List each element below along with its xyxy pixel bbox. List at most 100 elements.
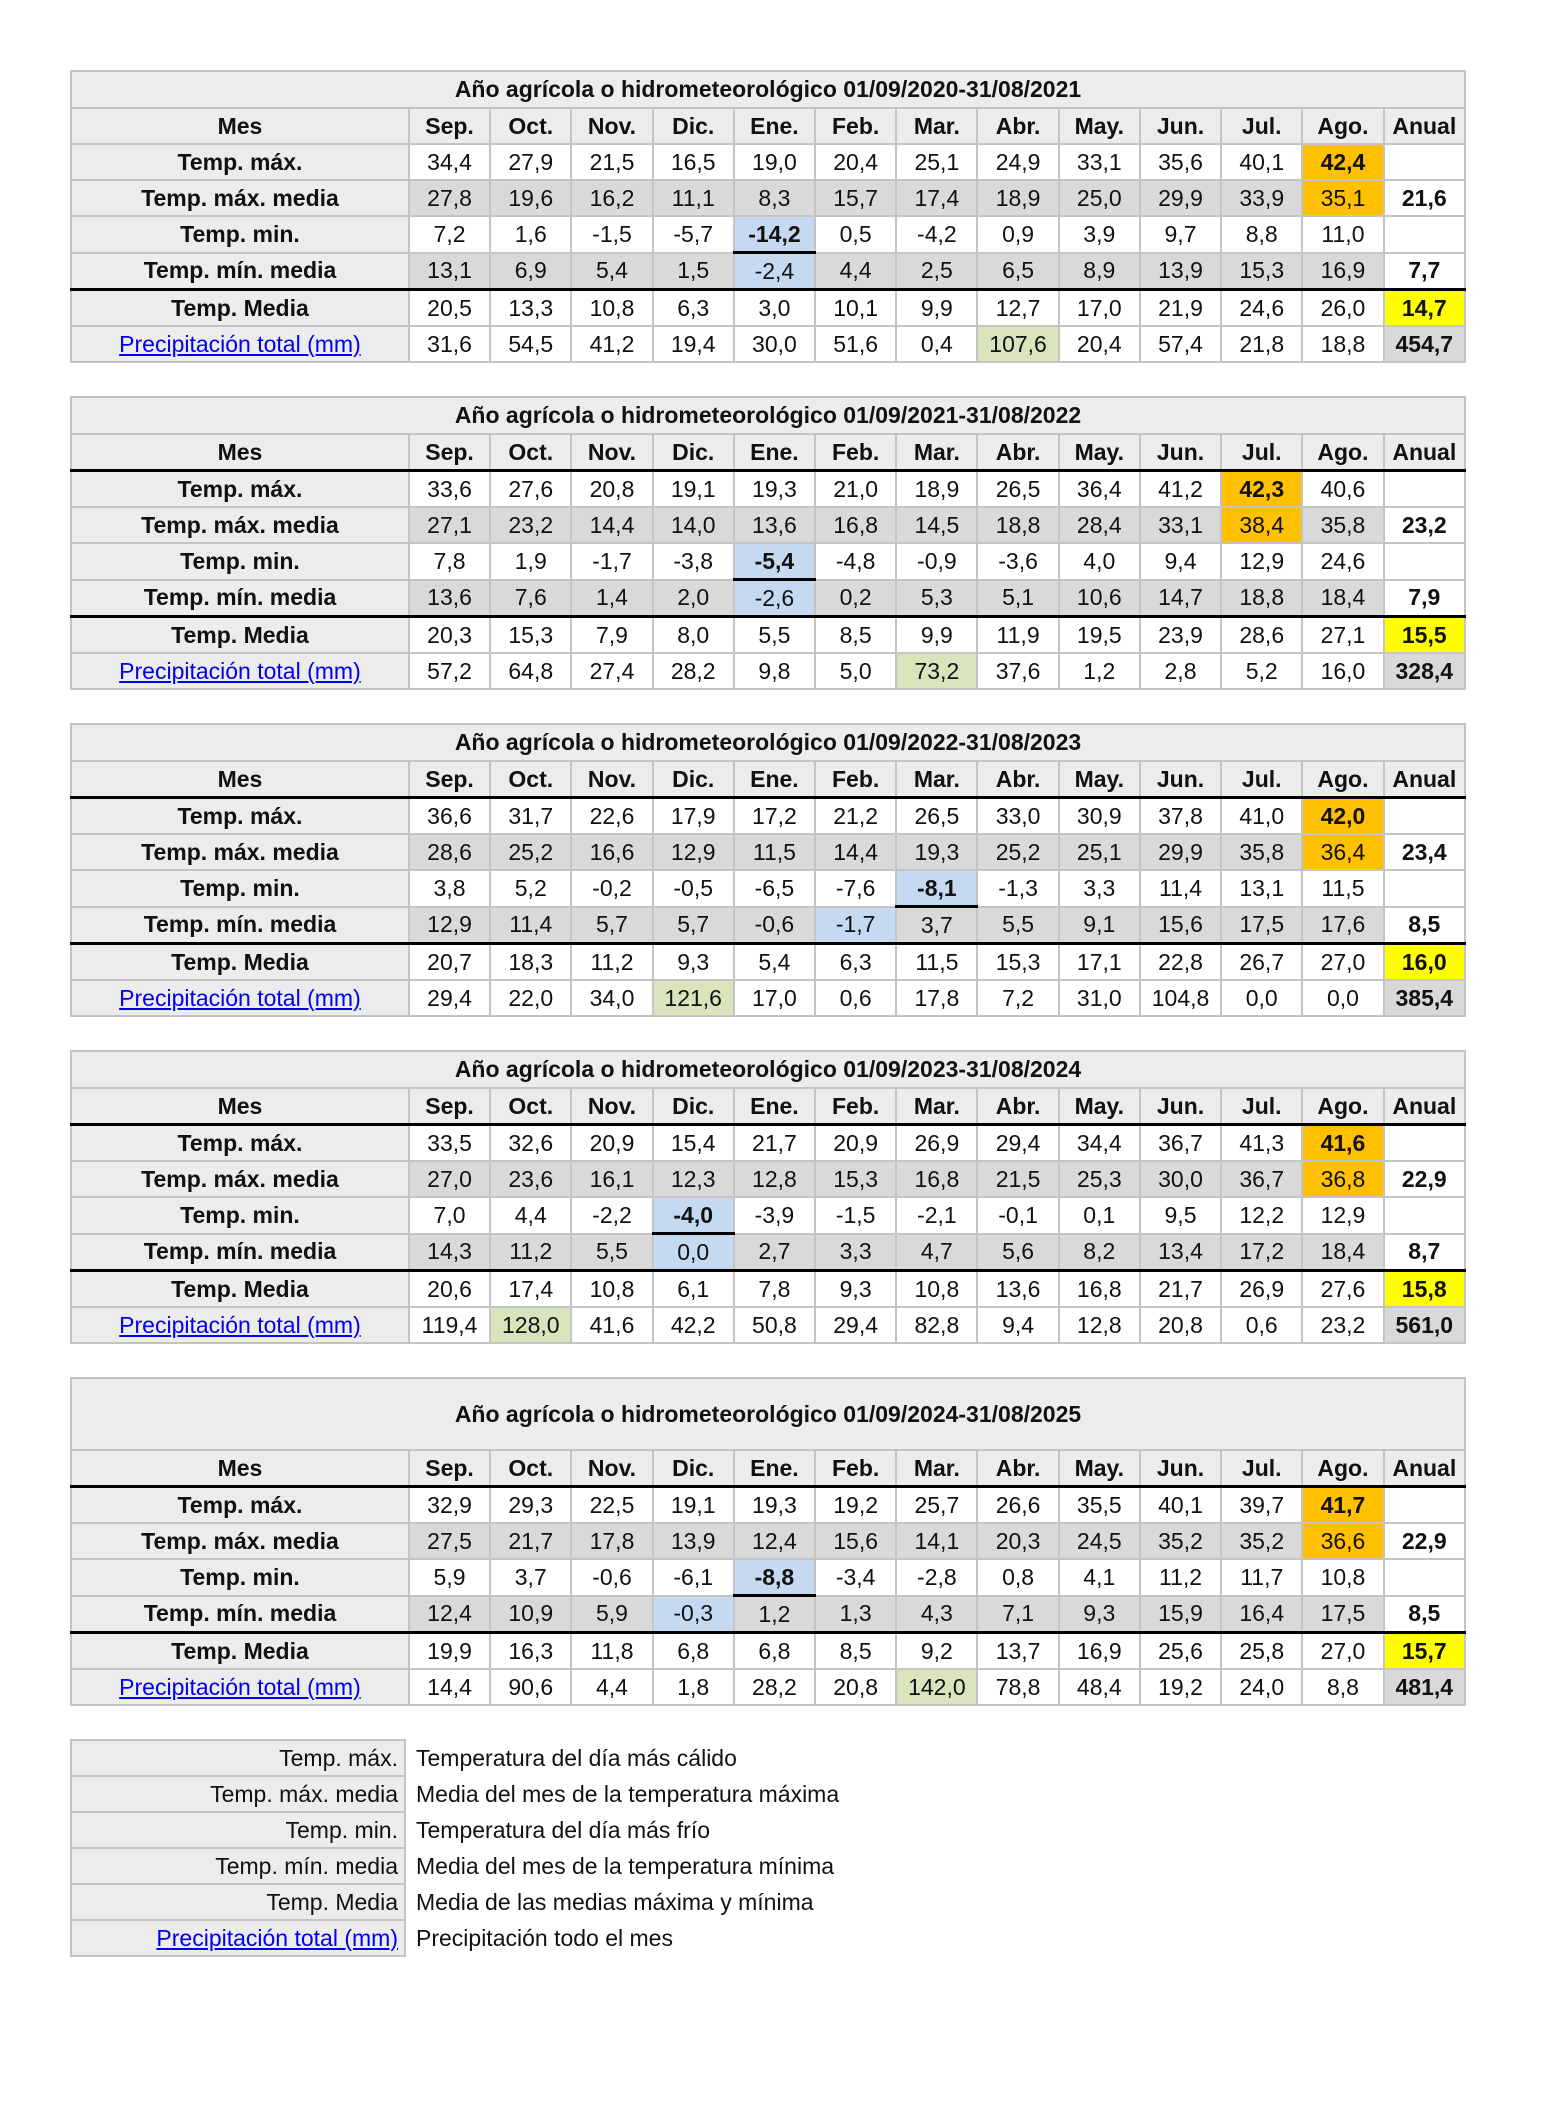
- value-cell: 0,6: [1220, 1306, 1304, 1344]
- value-cell: 25,1: [895, 143, 979, 181]
- row-temp-min: Temp. min. 3,8 5,2 -0,2 -0,5 -6,5 -7,6 -8,1 -1,3…: [70, 869, 1467, 908]
- value-cell: 41,0: [1220, 796, 1304, 835]
- row-label: Precipitación total (mm): [70, 979, 410, 1017]
- value-cell: 3,7: [489, 1558, 573, 1597]
- row-label: Temp. min.: [70, 1196, 410, 1235]
- annual-cell: 454,7: [1382, 325, 1467, 363]
- value-cell: -8,1: [895, 869, 979, 908]
- value-cell: 41,3: [1220, 1123, 1304, 1162]
- value-cell: 40,1: [1220, 143, 1304, 181]
- month-header: Jun.: [1138, 107, 1223, 145]
- annual-header: Anual: [1382, 1449, 1467, 1488]
- value-cell: 24,5: [1057, 1522, 1141, 1560]
- value-cell: 15,4: [651, 1123, 735, 1162]
- precipitation-link[interactable]: Precipitación total (mm): [119, 330, 361, 357]
- legend-description: Media de las medias máxima y mínima: [416, 1888, 814, 1915]
- value-cell: 28,2: [651, 652, 735, 690]
- row-label: Temp. mín. media: [70, 578, 410, 618]
- value-cell: 1,9: [489, 542, 573, 581]
- annual-cell: 8,5: [1382, 905, 1467, 945]
- value-cell: 16,0: [1301, 652, 1385, 690]
- row-precipitacion-total: Precipitación total (mm) 57,2 64,8 27,4 28,2…: [70, 652, 1467, 690]
- climate-tables-page: Año agrícola o hidrometeorológico 01/09/…: [70, 70, 1467, 1957]
- value-cell: 51,6: [814, 325, 898, 363]
- value-cell: 26,5: [895, 796, 979, 835]
- value-cell: 2,5: [895, 251, 979, 291]
- value-cell: 13,4: [1138, 1232, 1223, 1272]
- value-cell: 42,3: [1220, 469, 1304, 508]
- value-cell: 9,4: [976, 1306, 1060, 1344]
- value-cell: -1,5: [814, 1196, 898, 1235]
- precipitation-link[interactable]: Precipitación total (mm): [119, 1673, 361, 1700]
- month-header: Abr.: [976, 433, 1060, 472]
- month-header: Sep.: [407, 1449, 492, 1488]
- value-cell: 34,0: [570, 979, 654, 1017]
- value-cell: 11,4: [1138, 869, 1223, 908]
- row-temp-max-media: Temp. máx. media 27,5 21,7 17,8 13,9 12,4 15,6…: [70, 1522, 1467, 1560]
- value-cell: 25,8: [1220, 1631, 1304, 1670]
- value-cell: 10,1: [814, 288, 898, 327]
- legend-row: Temp. Media Media de las medias máxima y …: [70, 1883, 846, 1921]
- precipitation-link[interactable]: Precipitación total (mm): [119, 1311, 361, 1338]
- value-cell: 26,0: [1301, 288, 1385, 327]
- title-row: Año agrícola o hidrometeorológico 01/09/…: [70, 1377, 1466, 1451]
- value-cell: 26,5: [976, 469, 1060, 508]
- value-cell: 9,3: [651, 942, 735, 981]
- value-cell: 25,2: [489, 833, 573, 871]
- value-cell: 27,0: [407, 1160, 492, 1198]
- value-cell: 20,4: [814, 143, 898, 181]
- month-header: Dic.: [651, 433, 735, 472]
- value-cell: 64,8: [489, 652, 573, 690]
- value-cell: 15,3: [489, 615, 573, 654]
- value-cell: 5,6: [976, 1232, 1060, 1272]
- month-header: Jul.: [1220, 1087, 1304, 1126]
- header-row: Mes Sep. Oct. Nov. Dic. Ene. Feb. Mar. Abr. May. J…: [70, 1087, 1467, 1126]
- value-cell: 9,4: [1138, 542, 1223, 581]
- value-cell: 50,8: [732, 1306, 817, 1344]
- value-cell: 8,8: [1220, 215, 1304, 254]
- row-label: Temp. máx. media: [70, 833, 410, 871]
- value-cell: 25,6: [1138, 1631, 1223, 1670]
- value-cell: 1,8: [651, 1668, 735, 1706]
- value-cell: 16,6: [570, 833, 654, 871]
- row-label: Precipitación total (mm): [70, 325, 410, 363]
- annual-cell: [1382, 143, 1467, 181]
- month-header: Ene.: [732, 433, 817, 472]
- value-cell: 25,2: [976, 833, 1060, 871]
- row-label: Temp. Media: [70, 942, 410, 981]
- value-cell: 4,3: [895, 1594, 979, 1634]
- value-cell: 29,4: [814, 1306, 898, 1344]
- value-cell: 27,9: [489, 143, 573, 181]
- value-cell: 26,9: [1220, 1269, 1304, 1308]
- precipitation-link[interactable]: Precipitación total (mm): [119, 657, 361, 684]
- value-cell: 9,2: [895, 1631, 979, 1670]
- value-cell: 0,0: [1220, 979, 1304, 1017]
- value-cell: -0,1: [976, 1196, 1060, 1235]
- value-cell: 13,9: [651, 1522, 735, 1560]
- annual-cell: 8,7: [1382, 1232, 1467, 1272]
- row-precipitacion-total: Precipitación total (mm) 14,4 90,6 4,4 1,8 28…: [70, 1668, 1467, 1706]
- annual-cell: 328,4: [1382, 652, 1467, 690]
- value-cell: 15,6: [814, 1522, 898, 1560]
- month-header: Sep.: [407, 433, 492, 472]
- month-header: Ene.: [732, 107, 817, 145]
- value-cell: 12,9: [651, 833, 735, 871]
- value-cell: 8,2: [1057, 1232, 1141, 1272]
- value-cell: 41,6: [1301, 1123, 1385, 1162]
- value-cell: 20,3: [407, 615, 492, 654]
- value-cell: 16,1: [570, 1160, 654, 1198]
- value-cell: 0,4: [895, 325, 979, 363]
- value-cell: 24,6: [1220, 288, 1304, 327]
- precipitation-link[interactable]: Precipitación total (mm): [119, 984, 361, 1011]
- precipitation-link[interactable]: Precipitación total (mm): [156, 1924, 398, 1951]
- value-cell: 19,9: [407, 1631, 492, 1670]
- legend-description: Precipitación todo el mes: [416, 1924, 673, 1951]
- title-row: Año agrícola o hidrometeorológico 01/09/…: [70, 396, 1466, 435]
- month-header: Nov.: [570, 1449, 654, 1488]
- value-cell: 0,2: [814, 578, 898, 618]
- row-temp-min-media: Temp. mín. media 12,4 10,9 5,9 -0,3 1,2 1,3 4,3…: [70, 1594, 1467, 1634]
- value-cell: 6,1: [651, 1269, 735, 1308]
- value-cell: 1,2: [1057, 652, 1141, 690]
- value-cell: 27,4: [570, 652, 654, 690]
- value-cell: 7,9: [570, 615, 654, 654]
